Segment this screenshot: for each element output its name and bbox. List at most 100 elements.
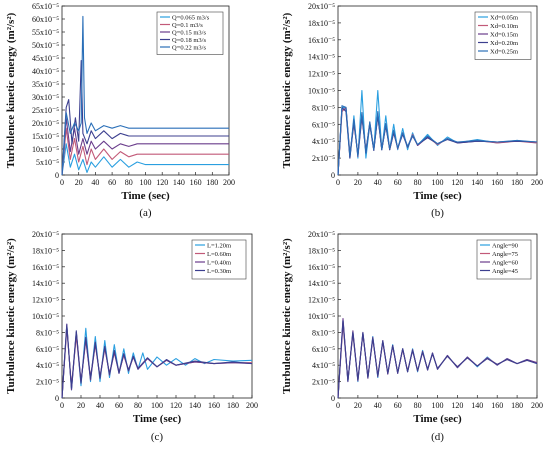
legend-label: Xd=0.05m [490,14,518,21]
y-tick-label: 2x10⁻⁵ [312,154,335,163]
y-tick-label: 4x10⁻⁵ [312,137,335,146]
x-tick-label: 40 [96,401,104,410]
x-axis-label: Time (sec) [413,413,462,425]
legend-label: Angle=75 [492,251,518,258]
x-axis-label: Time (sec) [413,190,462,202]
y-tick-label: 20x10⁻⁵ [308,230,335,239]
panel-c: 0 20 40 60 80 100 120 140 160 180 200 0 2x10⁻⁵ 4x10⁻⁵… [5,230,258,443]
legend-label: Q=0.1 m3/s [172,22,203,29]
y-tick-label: 55x10⁻⁵ [32,28,59,37]
series-line [337,317,538,399]
x-tick-label: 40 [374,401,382,410]
y-tick-label: 14x10⁻⁵ [308,279,335,288]
x-tick-label: 120 [451,401,463,410]
x-tick-label: 160 [491,401,503,410]
x-tick-label: 20 [77,401,85,410]
y-tick-label: 4x10⁻⁵ [36,361,59,370]
y-tick-label: 20x10⁻⁵ [32,230,59,239]
legend-label: L=0.30m [207,268,231,275]
x-tick-label: 60 [394,401,402,410]
legend-label: L=1.20m [207,242,231,249]
legend-box [191,239,247,280]
x-tick-label: 100 [151,401,163,410]
x-tick-label: 120 [156,178,168,187]
y-tick-label: 16x10⁻⁵ [308,263,335,272]
y-tick-label: 8x10⁻⁵ [312,328,335,337]
y-tick-label: 8x10⁻⁵ [36,328,59,337]
y-tick-label: 18x10⁻⁵ [32,246,59,255]
panel-d: 0 20 40 60 80 100 120 140 160 180 200 0 2x10⁻⁵ 4x10⁻⁵… [281,230,543,443]
y-tick-label: 12x10⁻⁵ [308,296,335,305]
y-axis-label: Turbulence kinetic energy (m²/s²) [5,12,17,168]
series-line [61,60,229,176]
y-tick-label: 14x10⁻⁵ [308,53,335,62]
legend-label: Angle=45 [492,268,518,275]
x-axis-label: Time (sec) [133,413,182,425]
x-tick-label: 160 [491,178,503,187]
x-tick-label: 180 [227,401,239,410]
series-line [61,117,229,176]
x-tick-label: 0 [60,178,64,187]
panel-caption: (b) [431,207,444,219]
x-tick-label: 200 [531,401,543,410]
y-tick-label: 4x10⁻⁵ [312,361,335,370]
y-tick-label: 6x10⁻⁵ [36,345,59,354]
y-tick-label: 40x10⁻⁵ [32,67,59,76]
x-tick-label: 200 [223,178,235,187]
y-tick-label: 2x10⁻⁵ [36,378,59,387]
x-tick-label: 20 [354,178,362,187]
panel-b: 0 20 40 60 80 100 120 140 160 180 200 0 2x10⁻⁵ 4x10⁻⁵… [281,2,543,219]
series-line [61,323,253,399]
y-tick-label: 18x10⁻⁵ [308,19,335,28]
legend-label: Angle=90 [492,242,518,249]
y-tick-label: 5x10⁻⁵ [36,158,59,167]
x-tick-label: 80 [134,401,142,410]
panel-caption: (a) [139,207,152,219]
legend-label: Q=0.065 m3/s [172,14,210,21]
y-tick-label: 35x10⁻⁵ [32,80,59,89]
x-tick-label: 200 [531,178,543,187]
y-tick-label: 15x10⁻⁵ [32,132,59,141]
y-tick-label: 0 [331,394,335,403]
y-tick-label: 0 [55,171,59,180]
x-tick-label: 200 [246,401,258,410]
series-line [337,323,538,399]
x-tick-label: 120 [451,178,463,187]
x-axis-label: Time (sec) [121,190,170,202]
legend-box [476,239,532,280]
y-tick-label: 50x10⁻⁵ [32,41,59,50]
legend-label: Xd=0.15m [490,31,518,38]
x-tick-label: 120 [170,401,182,410]
y-tick-label: 20x10⁻⁵ [308,2,335,11]
series-line [61,143,229,176]
x-tick-label: 80 [125,178,133,187]
x-tick-label: 140 [471,178,483,187]
y-tick-label: 10x10⁻⁵ [308,87,335,96]
legend-label: Xd=0.20m [490,40,518,47]
series-line [61,15,229,176]
x-tick-label: 0 [336,178,340,187]
y-tick-label: 14x10⁻⁵ [32,279,59,288]
x-tick-label: 180 [206,178,218,187]
series-line [61,323,253,399]
y-tick-label: 30x10⁻⁵ [32,93,59,102]
panel-a: 0 20 40 60 80 100 120 140 160 180 200 0 5x10⁻⁵ 10x10⁻… [5,2,235,219]
y-tick-label: 60x10⁻⁵ [32,15,59,24]
x-tick-label: 100 [140,178,152,187]
legend-label: Angle=60 [492,259,518,266]
x-tick-label: 160 [208,401,220,410]
series-line [337,320,538,399]
series-line [61,325,253,399]
y-tick-label: 6x10⁻⁵ [312,120,335,129]
legend-label: Xd=0.25m [490,48,518,55]
y-tick-label: 20x10⁻⁵ [32,119,59,128]
x-tick-label: 140 [173,178,185,187]
y-tick-label: 45x10⁻⁵ [32,54,59,63]
y-axis-label: Turbulence kinetic energy (m²/s²) [281,238,293,394]
x-tick-label: 40 [91,178,99,187]
y-tick-label: 10x10⁻⁵ [308,312,335,321]
x-tick-label: 0 [60,401,64,410]
y-tick-label: 0 [55,394,59,403]
